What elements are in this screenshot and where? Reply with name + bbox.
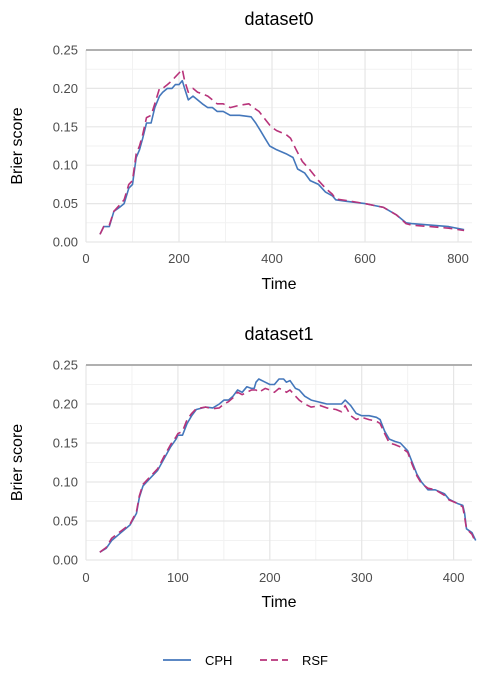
x-tick-label: 0 bbox=[82, 251, 89, 266]
y-axis-label: Brier score bbox=[9, 424, 26, 501]
y-tick-label: 0.25 bbox=[53, 43, 78, 58]
series-line-CPH bbox=[99, 79, 465, 235]
x-tick-label: 300 bbox=[351, 570, 373, 585]
series-line-RSF bbox=[99, 387, 477, 553]
legend: CPH RSF bbox=[163, 653, 328, 668]
x-tick-label: 600 bbox=[354, 251, 376, 266]
x-tick-label: 400 bbox=[443, 570, 465, 585]
chart-title: dataset0 bbox=[244, 9, 313, 29]
y-tick-label: 0.20 bbox=[53, 81, 78, 96]
y-tick-label: 0.10 bbox=[53, 158, 78, 173]
x-axis-label: Time bbox=[262, 594, 297, 611]
y-axis-label: Brier score bbox=[9, 107, 26, 184]
x-tick-label: 0 bbox=[82, 570, 89, 585]
y-tick-label: 0.25 bbox=[53, 358, 78, 373]
x-tick-label: 800 bbox=[447, 251, 469, 266]
legend-label-CPH: CPH bbox=[205, 653, 232, 668]
x-axis-label: Time bbox=[262, 276, 297, 293]
x-tick-label: 200 bbox=[259, 570, 281, 585]
x-tick-label: 100 bbox=[167, 570, 189, 585]
y-tick-label: 0.00 bbox=[53, 235, 78, 250]
y-tick-label: 0.05 bbox=[53, 196, 78, 211]
y-tick-label: 0.20 bbox=[53, 397, 78, 412]
series-line-RSF bbox=[99, 68, 465, 235]
y-tick-label: 0.00 bbox=[53, 553, 78, 568]
y-tick-label: 0.05 bbox=[53, 514, 78, 529]
y-tick-label: 0.15 bbox=[53, 436, 78, 451]
x-tick-label: 400 bbox=[261, 251, 283, 266]
series-line-CPH bbox=[99, 378, 477, 553]
y-tick-label: 0.10 bbox=[53, 475, 78, 490]
x-tick-label: 200 bbox=[168, 251, 190, 266]
chart-panel-dataset0: 0 200 400 600 800 0.00 0.05 0.10 0.15 0.20 0.25 dat… bbox=[9, 9, 472, 293]
y-tick-label: 0.15 bbox=[53, 119, 78, 134]
legend-label-RSF: RSF bbox=[302, 653, 328, 668]
chart-title: dataset1 bbox=[244, 324, 313, 344]
chart-panel-dataset1: 0 100 200 300 400 0.00 0.05 0.10 0.15 0.20 0.25 dat… bbox=[9, 324, 477, 611]
